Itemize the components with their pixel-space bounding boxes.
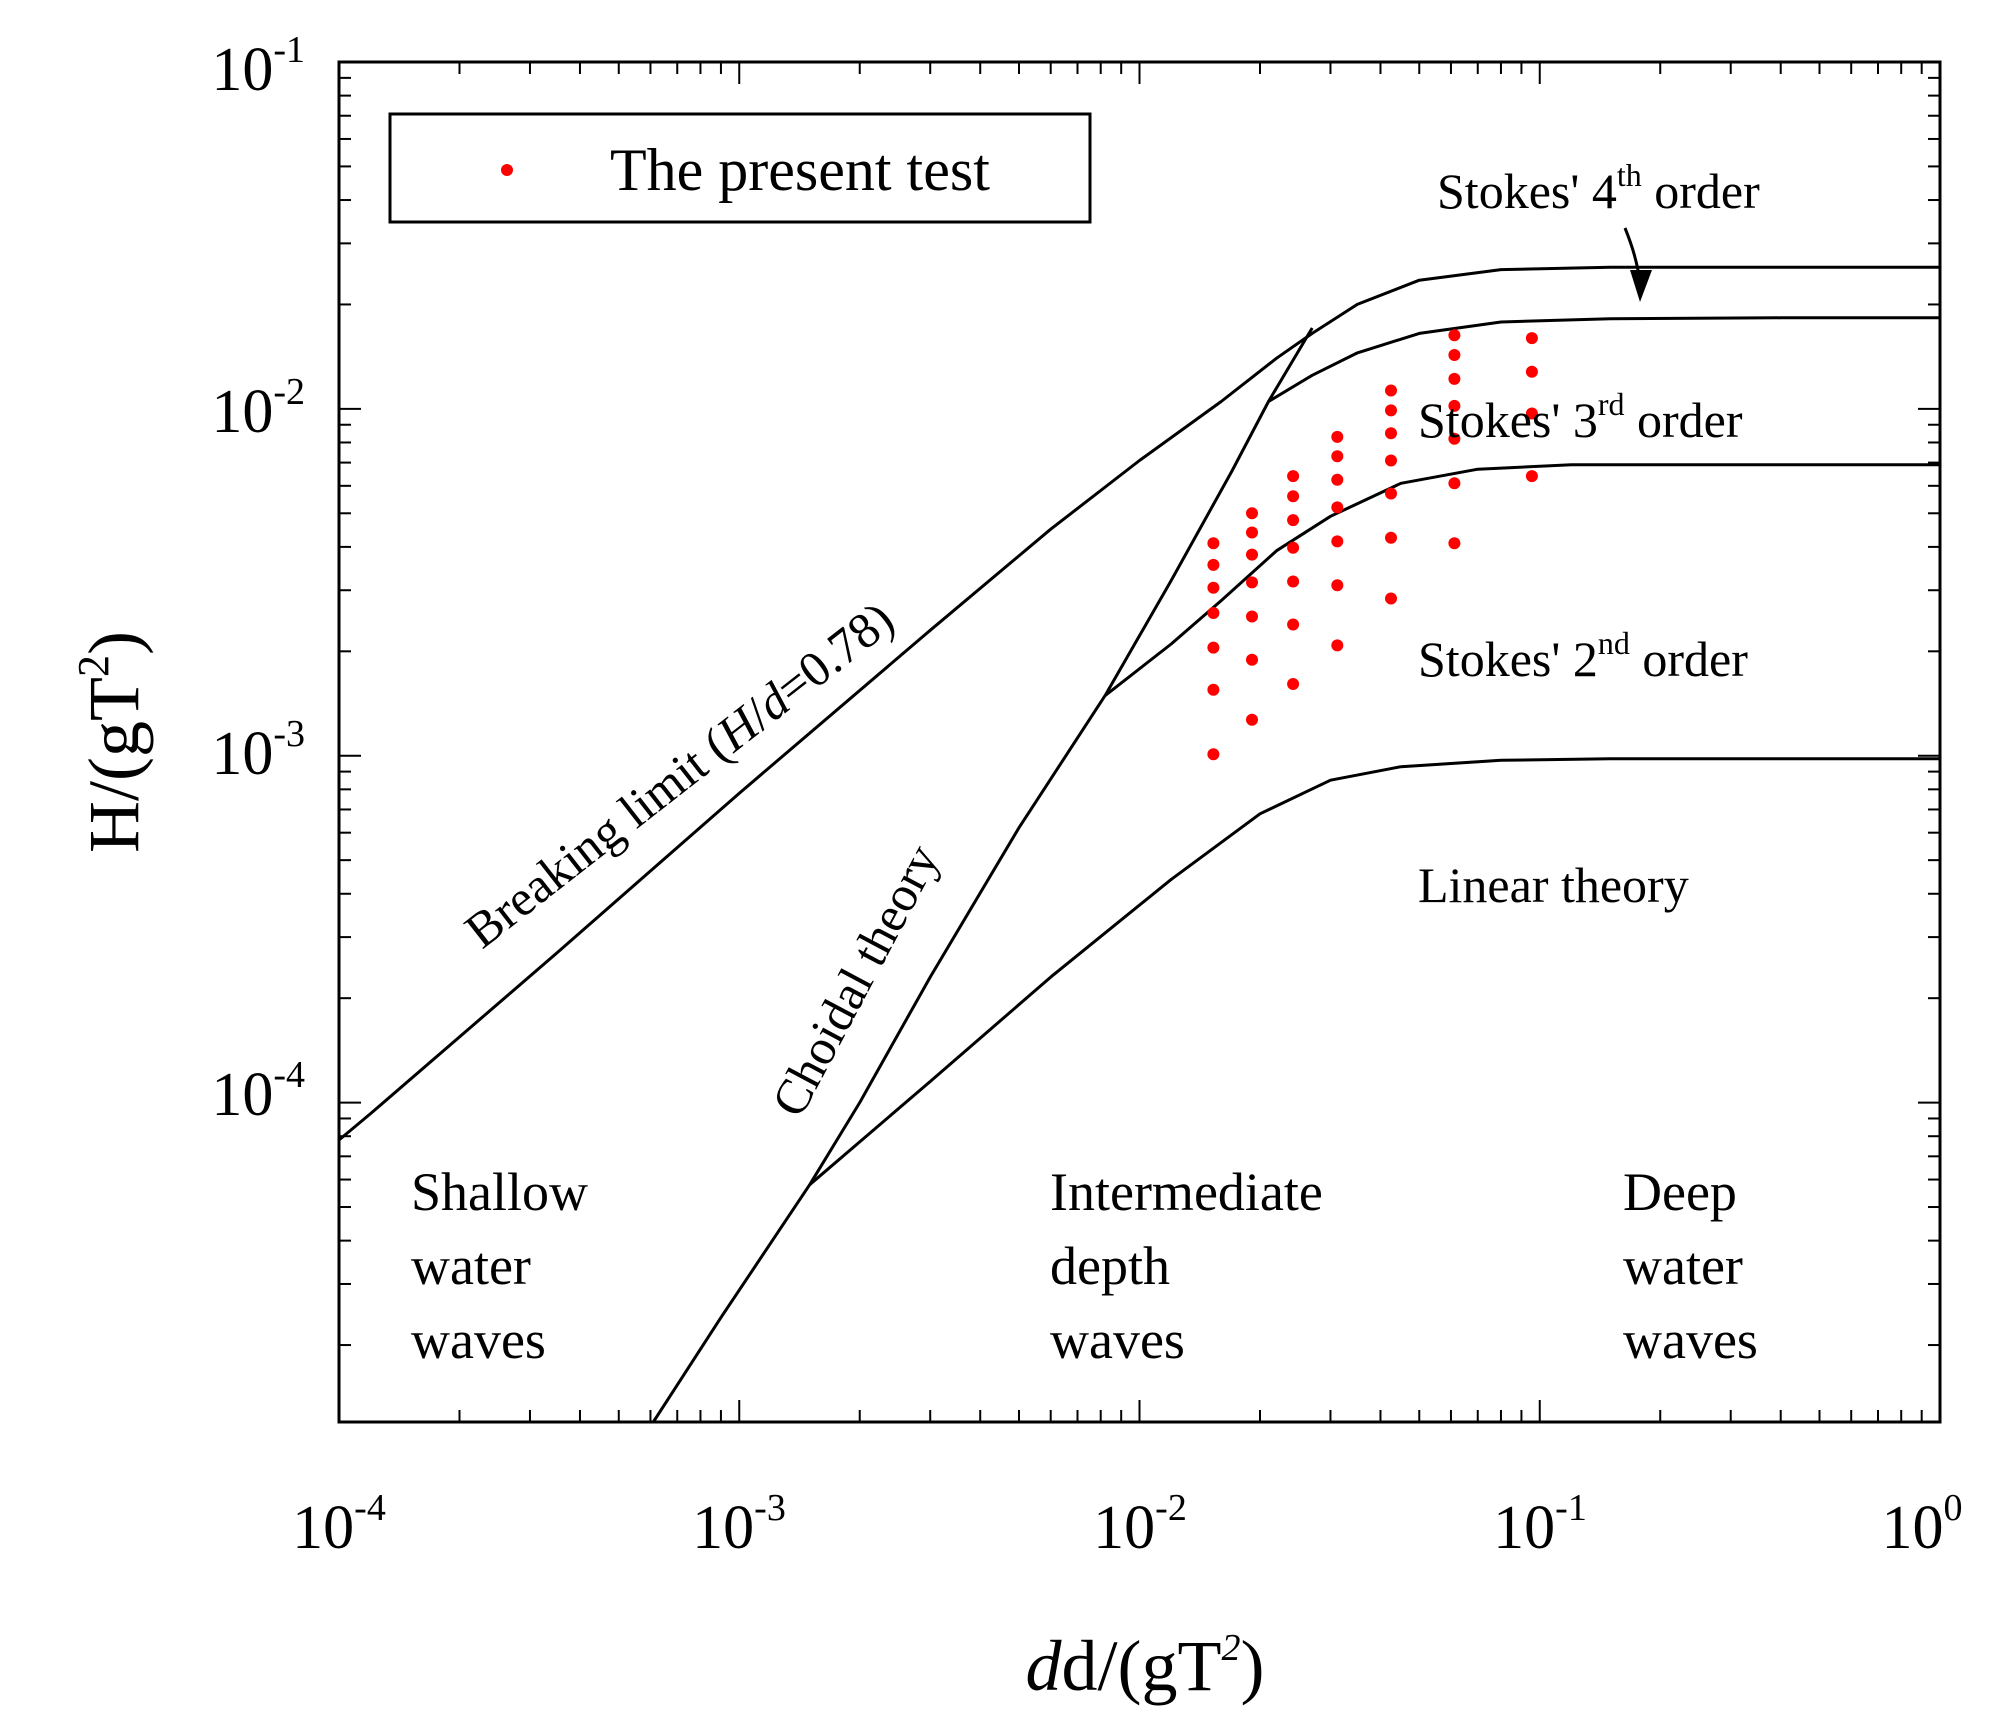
test-data-point bbox=[1331, 501, 1344, 514]
x-tick-labels: 10-4 10-3 10-2 10-1 100 bbox=[292, 1487, 1962, 1562]
theory-boundary-curves bbox=[338, 265, 1940, 1423]
x-tick-label: 100 bbox=[1882, 1487, 1963, 1562]
svg-text:Intermediate: Intermediate bbox=[1050, 1162, 1323, 1222]
test-data-point bbox=[1246, 548, 1258, 561]
test-data-point bbox=[1246, 526, 1258, 539]
test-data-point bbox=[1385, 592, 1397, 605]
legend-label: The present test bbox=[610, 137, 990, 203]
x-tick-label: 10-3 bbox=[692, 1487, 786, 1562]
stokes3-label: Stokes' 3rd order bbox=[1418, 386, 1743, 448]
test-data-point bbox=[1287, 575, 1300, 588]
test-data-point bbox=[1385, 427, 1397, 440]
linear-theory-boundary-curve bbox=[808, 757, 1940, 1186]
test-data-point bbox=[1331, 579, 1344, 592]
test-data-point bbox=[1331, 639, 1344, 652]
test-data-point bbox=[1448, 329, 1461, 342]
test-data-point bbox=[1207, 748, 1220, 761]
x-tick-label: 10-1 bbox=[1493, 1487, 1587, 1562]
test-data-point bbox=[1525, 407, 1538, 420]
test-data-point bbox=[1207, 607, 1220, 619]
present-test-points bbox=[1207, 329, 1538, 761]
test-data-point bbox=[1448, 372, 1461, 385]
stokes-4th-3rd-boundary-curve bbox=[1267, 316, 1940, 403]
intermediate-region-label: Intermediate depth waves bbox=[1050, 1162, 1323, 1370]
test-data-point bbox=[1246, 576, 1258, 589]
choidal-boundary-curve bbox=[652, 327, 1314, 1423]
test-data-point bbox=[1287, 514, 1300, 527]
test-data-point bbox=[1448, 477, 1461, 490]
test-data-point bbox=[1287, 470, 1300, 483]
test-data-point bbox=[1525, 365, 1538, 378]
test-data-point bbox=[1385, 404, 1397, 417]
test-data-point bbox=[1207, 683, 1220, 696]
test-data-point bbox=[1448, 537, 1461, 550]
test-data-point bbox=[1287, 541, 1300, 554]
test-data-point bbox=[1331, 535, 1344, 548]
legend: The present test bbox=[388, 112, 1092, 224]
test-data-point bbox=[1287, 618, 1300, 631]
test-data-point bbox=[1246, 610, 1258, 623]
test-data-point bbox=[1448, 432, 1461, 445]
test-data-point bbox=[1525, 332, 1538, 345]
test-data-point bbox=[1207, 581, 1220, 594]
y-tick-label: 10-4 bbox=[211, 1054, 305, 1129]
major-ticks bbox=[338, 62, 1940, 1422]
y-tick-label: 10-3 bbox=[211, 713, 305, 788]
test-data-point bbox=[1331, 473, 1344, 486]
svg-text:waves: waves bbox=[1050, 1310, 1185, 1370]
svg-text:Deep: Deep bbox=[1623, 1162, 1737, 1222]
x-axis-label: dd/(gT2) bbox=[1026, 1626, 1265, 1706]
test-data-point bbox=[1287, 678, 1300, 690]
test-data-point bbox=[1246, 653, 1258, 666]
linear-theory-label: Linear theory bbox=[1418, 857, 1689, 913]
deep-region-label: Deep water waves bbox=[1623, 1162, 1758, 1370]
svg-text:Shallow: Shallow bbox=[411, 1162, 588, 1222]
test-data-point bbox=[1385, 531, 1397, 544]
test-data-point bbox=[1448, 349, 1461, 361]
plot-frame bbox=[337, 60, 1942, 1424]
test-data-point bbox=[1385, 487, 1397, 500]
y-tick-labels: 10-1 10-2 10-3 10-4 bbox=[211, 29, 305, 1129]
test-data-point bbox=[1385, 454, 1397, 467]
stokes-3rd-2nd-boundary-curve bbox=[1104, 463, 1940, 697]
test-data-point bbox=[1207, 537, 1220, 550]
svg-text:waves: waves bbox=[411, 1310, 546, 1370]
breaking-limit-curve bbox=[338, 265, 1940, 1142]
y-tick-label: 10-2 bbox=[211, 371, 305, 446]
svg-text:water: water bbox=[411, 1236, 531, 1296]
test-data-point bbox=[1287, 490, 1300, 503]
test-data-point bbox=[1207, 558, 1220, 571]
y-axis-label: H/(gT2) bbox=[69, 631, 154, 853]
svg-text:waves: waves bbox=[1623, 1310, 1758, 1370]
test-data-point bbox=[1448, 399, 1461, 412]
stokes2-label: Stokes' 2nd order bbox=[1418, 625, 1748, 687]
stokes4-label: Stokes' 4th order bbox=[1437, 157, 1760, 219]
x-tick-label: 10-2 bbox=[1093, 1487, 1187, 1562]
x-tick-label: 10-4 bbox=[292, 1487, 386, 1562]
test-data-point bbox=[1385, 384, 1397, 397]
test-data-point bbox=[1246, 507, 1258, 520]
test-data-point bbox=[1331, 430, 1344, 443]
y-tick-label: 10-1 bbox=[211, 29, 305, 104]
minor-ticks bbox=[339, 62, 1940, 1422]
svg-text:water: water bbox=[1623, 1236, 1743, 1296]
shallow-region-label: Shallow water waves bbox=[411, 1162, 588, 1370]
arrow-head bbox=[1630, 270, 1652, 302]
test-data-point bbox=[1331, 450, 1344, 463]
test-data-point bbox=[1246, 713, 1258, 726]
test-data-point bbox=[1207, 641, 1220, 654]
svg-text:depth: depth bbox=[1050, 1236, 1170, 1296]
test-data-point bbox=[1525, 470, 1538, 483]
legend-marker bbox=[501, 164, 513, 176]
stokes4-arrow bbox=[1623, 227, 1652, 302]
